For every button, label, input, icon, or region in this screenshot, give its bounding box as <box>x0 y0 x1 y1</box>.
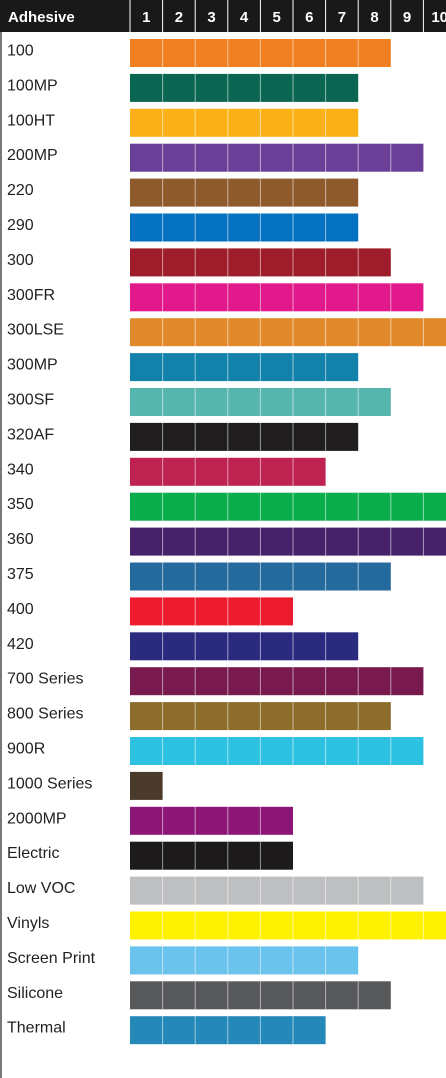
bar-label: 700 Series <box>7 671 84 688</box>
bar <box>130 771 163 800</box>
header-label: Adhesive <box>8 9 75 26</box>
bar-row: Thermal <box>7 1016 326 1045</box>
bar-row: 220 <box>7 178 359 207</box>
bar <box>130 492 446 521</box>
bar-label: Thermal <box>7 1020 66 1037</box>
bar-row: 300LSE <box>7 318 446 347</box>
header-column-4: 4 <box>240 9 249 26</box>
bar-row: 200MP <box>7 143 424 172</box>
bar <box>130 841 293 870</box>
bar-row: 700 Series <box>7 667 424 696</box>
bar-label: 350 <box>7 496 34 513</box>
bar-row: Vinyls <box>7 911 446 940</box>
header-column-1: 1 <box>142 9 150 26</box>
bar-row: 1000 Series <box>7 771 163 800</box>
bar-label: 1000 Series <box>7 775 92 792</box>
bar-row: Low VOC <box>7 876 424 905</box>
bar-label: 100HT <box>7 112 55 129</box>
bar-label: Screen Print <box>7 950 96 967</box>
bar-row: 400 <box>7 597 293 626</box>
header-column-10: 10 <box>431 9 446 26</box>
bar-label: 2000MP <box>7 810 67 827</box>
bar-label: 100 <box>7 42 34 59</box>
bar <box>130 283 424 312</box>
bar <box>130 597 293 626</box>
header-background <box>0 0 446 32</box>
bar-label: Silicone <box>7 985 63 1002</box>
bar-row: 320AF <box>7 422 359 451</box>
bar <box>130 143 424 172</box>
bar-row: 100 <box>7 39 391 67</box>
bar-label: 200MP <box>7 147 58 164</box>
bar-label: 290 <box>7 217 34 234</box>
bar <box>130 213 359 242</box>
bar <box>130 318 446 347</box>
bar-label: 360 <box>7 531 34 548</box>
bar-row: 300FR <box>7 283 424 312</box>
bar-row: 300 <box>7 248 391 277</box>
bar-row: 360 <box>7 527 446 556</box>
bar-label: 400 <box>7 601 34 618</box>
bar-label: 100MP <box>7 77 58 94</box>
bar-label: Electric <box>7 845 59 862</box>
bar-label: Vinyls <box>7 915 49 932</box>
bar <box>130 178 359 207</box>
bar-label: 300SF <box>7 391 54 408</box>
bar-rows: 100 100MP 100HT 200MP 220 290 300 300FR 300LSE 30… <box>7 39 446 1045</box>
header-column-3: 3 <box>207 9 215 26</box>
bar-row: 300MP <box>7 353 359 382</box>
bar <box>130 806 293 835</box>
bar <box>130 73 359 102</box>
bar-row: 100HT <box>7 108 359 137</box>
bar <box>130 422 359 451</box>
header-column-6: 6 <box>305 9 313 26</box>
bar-row: 900R <box>7 737 424 765</box>
bar <box>130 946 359 975</box>
bar-row: 800 Series <box>7 702 391 731</box>
header-columns: 1 2 3 4 5 6 7 8 9 10 <box>129 0 446 32</box>
bar <box>130 911 446 940</box>
bar-row: 2000MP <box>7 806 293 835</box>
bar-label: 220 <box>7 182 34 199</box>
bar-label: 800 Series <box>7 706 84 723</box>
bar-row: 420 <box>7 632 359 661</box>
bar-label: 420 <box>7 636 34 653</box>
bar-label: 320AF <box>7 426 54 443</box>
bar-row: 340 <box>7 457 326 486</box>
bar-label: 375 <box>7 566 34 583</box>
bar-label: 300FR <box>7 287 55 304</box>
header-column-2: 2 <box>175 9 183 26</box>
bar <box>130 632 359 661</box>
header-column-8: 8 <box>370 9 378 26</box>
bar-row: 350 <box>7 492 446 521</box>
bar <box>130 737 424 765</box>
bar-label: Low VOC <box>7 880 75 897</box>
header-column-5: 5 <box>273 9 281 26</box>
bar <box>130 667 424 696</box>
header-column-9: 9 <box>403 9 411 26</box>
bar <box>130 108 359 137</box>
bar-label: 300MP <box>7 357 58 374</box>
bar-label: 300LSE <box>7 322 64 339</box>
bar-row: Silicone <box>7 981 391 1010</box>
bar-label: 300 <box>7 252 34 269</box>
bar-row: Electric <box>7 841 293 870</box>
header-column-7: 7 <box>338 9 346 26</box>
bar <box>130 527 446 556</box>
bar-row: Screen Print <box>7 946 359 975</box>
bar-row: 300SF <box>7 388 391 416</box>
bar <box>130 876 424 905</box>
bar-row: 290 <box>7 213 359 242</box>
bar-row: 375 <box>7 562 391 591</box>
bar-label: 340 <box>7 461 34 478</box>
bar-row: 100MP <box>7 73 359 102</box>
bar-label: 900R <box>7 740 45 757</box>
bar <box>130 353 359 382</box>
